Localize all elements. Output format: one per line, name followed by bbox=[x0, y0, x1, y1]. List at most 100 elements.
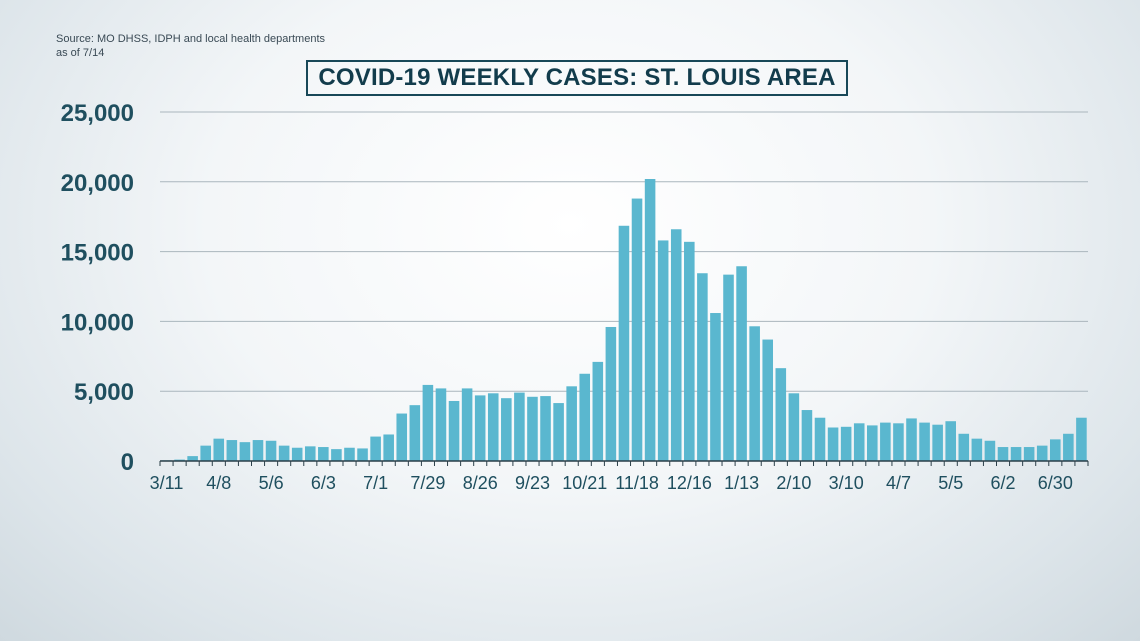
bar bbox=[827, 427, 839, 461]
x-tick-label: 11/18 bbox=[615, 473, 659, 493]
y-tick-label: 5,000 bbox=[74, 379, 134, 406]
bar bbox=[631, 198, 643, 461]
bar bbox=[997, 447, 1009, 461]
bar bbox=[579, 373, 591, 461]
x-tick-label: 9/23 bbox=[515, 473, 550, 493]
x-tick-label: 2/10 bbox=[776, 473, 811, 493]
bar bbox=[958, 433, 970, 461]
bar bbox=[304, 446, 316, 461]
bar bbox=[919, 422, 930, 461]
bar bbox=[1076, 417, 1087, 461]
y-tick-label: 20,000 bbox=[61, 170, 134, 197]
bar bbox=[357, 448, 368, 461]
x-tick-label: 6/30 bbox=[1038, 473, 1073, 493]
bar bbox=[435, 388, 447, 461]
y-tick-label: 15,000 bbox=[61, 240, 134, 267]
bar bbox=[840, 426, 852, 461]
bar bbox=[344, 447, 355, 461]
bar bbox=[383, 434, 394, 461]
bar bbox=[213, 438, 225, 461]
bar bbox=[239, 442, 251, 461]
y-axis-labels: 0 5,000 10,000 15,000 20,000 25,000 bbox=[61, 100, 134, 476]
bar bbox=[514, 392, 525, 461]
bar bbox=[448, 400, 460, 461]
bar bbox=[971, 438, 983, 461]
bar bbox=[801, 410, 813, 461]
bar bbox=[1063, 433, 1074, 461]
bar bbox=[318, 447, 329, 461]
x-tick-label: 10/21 bbox=[562, 473, 607, 493]
x-tick-label: 4/7 bbox=[886, 473, 911, 493]
bar bbox=[422, 384, 434, 461]
x-axis bbox=[159, 460, 1089, 466]
x-tick-label: 6/3 bbox=[311, 473, 336, 493]
bar bbox=[1049, 439, 1061, 461]
bar bbox=[474, 395, 486, 461]
bar bbox=[370, 436, 381, 461]
x-tick-label: 3/11 bbox=[150, 473, 184, 493]
bar bbox=[501, 398, 512, 461]
bar bbox=[788, 393, 800, 461]
bar bbox=[396, 413, 408, 461]
bar bbox=[291, 447, 303, 461]
bar bbox=[226, 440, 238, 461]
chart-title: COVID-19 WEEKLY CASES: ST. LOUIS AREA bbox=[306, 60, 848, 96]
source-note: Source: MO DHSS, IDPH and local health d… bbox=[56, 32, 325, 60]
bar bbox=[409, 405, 421, 461]
y-tick-label: 0 bbox=[121, 449, 134, 476]
x-tick-label: 1/13 bbox=[724, 473, 759, 493]
bar bbox=[906, 418, 917, 461]
bar bbox=[749, 326, 760, 461]
bar bbox=[932, 424, 943, 461]
bars bbox=[161, 179, 1087, 461]
bar bbox=[252, 440, 264, 461]
bar bbox=[461, 388, 473, 461]
bar bbox=[762, 339, 774, 461]
bar bbox=[867, 425, 878, 461]
bar bbox=[670, 229, 682, 461]
bar bbox=[1036, 445, 1048, 461]
bar bbox=[592, 361, 604, 461]
bar bbox=[618, 225, 630, 461]
as-of-line: as of 7/14 bbox=[56, 47, 105, 59]
bar bbox=[880, 422, 891, 461]
bar bbox=[540, 396, 551, 461]
bar bbox=[487, 393, 499, 461]
bar bbox=[723, 274, 734, 461]
bar bbox=[684, 241, 695, 461]
source-line: Source: MO DHSS, IDPH and local health d… bbox=[56, 33, 326, 45]
bar bbox=[1010, 447, 1022, 461]
bar bbox=[331, 449, 342, 461]
bar bbox=[605, 326, 617, 461]
x-tick-label: 6/2 bbox=[991, 473, 1016, 493]
bar bbox=[814, 417, 826, 461]
x-tick-label: 5/6 bbox=[259, 473, 284, 493]
bar bbox=[853, 423, 865, 461]
x-tick-label: 8/26 bbox=[463, 473, 498, 493]
bar bbox=[1023, 447, 1035, 461]
bar bbox=[278, 445, 290, 461]
bar bbox=[566, 386, 577, 461]
bar bbox=[893, 423, 904, 461]
bar bbox=[657, 240, 669, 461]
bar bbox=[984, 440, 996, 461]
bar bbox=[200, 445, 211, 461]
x-axis-labels: 3/11 4/8 5/6 6/3 7/1 7/29 8/26 9/23 10/21 11/18 12… bbox=[150, 473, 1073, 493]
x-tick-label: 4/8 bbox=[206, 473, 231, 493]
bar bbox=[527, 396, 538, 461]
x-tick-label: 5/5 bbox=[938, 473, 963, 493]
bar bbox=[736, 266, 747, 461]
y-tick-label: 10,000 bbox=[61, 309, 134, 336]
x-tick-label: 7/1 bbox=[363, 473, 388, 493]
bar bbox=[945, 421, 956, 461]
x-tick-label: 12/16 bbox=[667, 473, 712, 493]
bar bbox=[187, 456, 198, 461]
y-tick-label: 25,000 bbox=[61, 100, 134, 127]
bar bbox=[553, 403, 564, 461]
bar bbox=[775, 368, 787, 461]
x-tick-label: 3/10 bbox=[829, 473, 864, 493]
bar bbox=[265, 440, 277, 461]
bar bbox=[697, 273, 708, 461]
bar bbox=[644, 179, 656, 461]
